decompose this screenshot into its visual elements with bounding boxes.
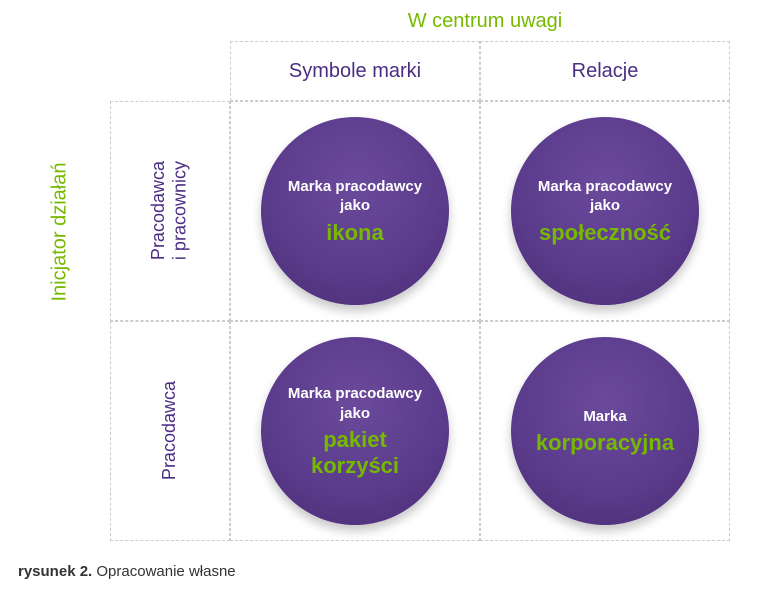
circle-spolecznosc: Marka pracodawcy jako społeczność [511, 117, 699, 305]
circle-ikona: Marka pracodawcy jako ikona [261, 117, 449, 305]
matrix-cell-1-1: Marka korporacyjna [480, 321, 730, 541]
circle-top-text: Marka [583, 407, 626, 427]
circle-top-text: Marka pracodawcy jako [529, 177, 681, 216]
circle-bottom-text: korporacyjna [536, 430, 674, 455]
corner-cell [110, 41, 230, 101]
col-header-label: Relacje [572, 60, 639, 83]
circle-korporacyjna: Marka korporacyjna [511, 337, 699, 525]
matrix-cell-0-0: Marka pracodawcy jako ikona [230, 101, 480, 321]
matrix-container: W centrum uwagi Inicjator działań Symbol… [100, 10, 750, 541]
circle-top-text: Marka pracodawcy jako [279, 177, 431, 216]
caption-text: Opracowanie własne [96, 563, 235, 580]
circle-pakiet-korzysci: Marka pracodawcy jako pakiet korzyści [261, 337, 449, 525]
circle-bottom-text: pakiet korzyści [279, 427, 431, 478]
matrix-grid: Symbole marki Relacje Pracodawcai pracow… [110, 41, 750, 541]
circle-top-text: Marka pracodawcy jako [279, 384, 431, 423]
circle-bottom-text: ikona [326, 220, 383, 245]
row-header-label: Pracodawca [159, 381, 181, 480]
row-header-label: Pracodawcai pracownicy [148, 161, 191, 260]
matrix-cell-0-1: Marka pracodawcy jako społeczność [480, 101, 730, 321]
col-header-label: Symbole marki [289, 60, 421, 83]
caption-label: rysunek 2. [18, 563, 92, 580]
row-header-1: Pracodawca [110, 321, 230, 541]
figure-caption: rysunek 2. Opracowanie własne [18, 563, 236, 580]
col-header-1: Relacje [480, 41, 730, 101]
matrix-cell-1-0: Marka pracodawcy jako pakiet korzyści [230, 321, 480, 541]
col-header-0: Symbole marki [230, 41, 480, 101]
circle-bottom-text: społeczność [539, 220, 671, 245]
top-axis-title: W centrum uwagi [220, 10, 750, 33]
row-header-0: Pracodawcai pracownicy [110, 101, 230, 321]
left-axis-title: Inicjator działań [49, 163, 72, 302]
